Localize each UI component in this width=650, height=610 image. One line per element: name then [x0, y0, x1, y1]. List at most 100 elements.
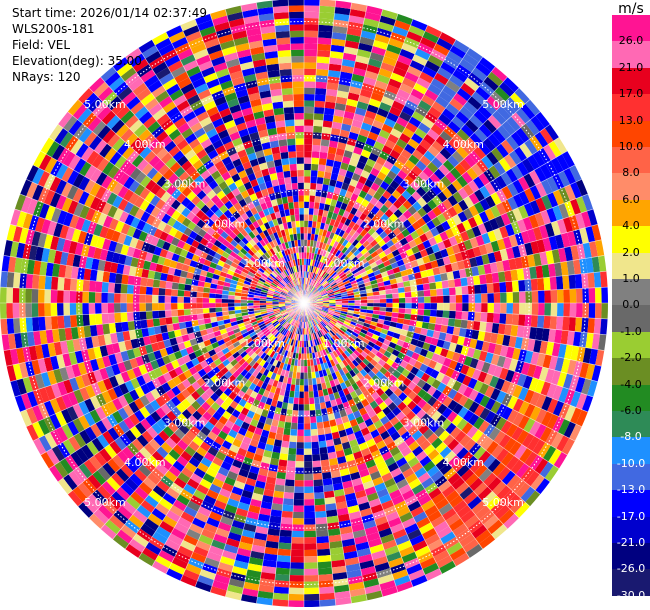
velocity-gate — [307, 227, 312, 234]
velocity-gate — [484, 385, 495, 398]
velocity-gate — [304, 499, 315, 506]
velocity-gate — [448, 359, 458, 370]
velocity-gate — [314, 510, 327, 519]
velocity-gate — [403, 318, 411, 326]
velocity-gate — [339, 273, 347, 279]
velocity-gate — [517, 176, 530, 191]
velocity-gate — [537, 315, 545, 329]
velocity-gate — [456, 464, 470, 478]
velocity-gate — [588, 241, 598, 258]
velocity-gate — [552, 400, 565, 417]
velocity-gate — [319, 5, 336, 14]
velocity-gate — [591, 333, 601, 350]
velocity-gate — [346, 98, 359, 108]
velocity-gate — [330, 271, 337, 278]
velocity-gate — [6, 287, 14, 303]
velocity-gate — [582, 242, 592, 259]
velocity-gate — [327, 69, 341, 78]
velocity-gate — [410, 461, 424, 473]
velocity-gate — [114, 293, 121, 303]
velocity-gate — [315, 317, 320, 324]
velocity-gate — [401, 275, 410, 282]
velocity-gate — [451, 442, 465, 456]
velocity-gate — [328, 279, 335, 285]
velocity-gate — [343, 332, 351, 339]
velocity-gate — [139, 294, 146, 303]
velocity-gate — [484, 410, 496, 424]
velocity-gate — [133, 276, 142, 286]
velocity-gate — [332, 160, 342, 169]
velocity-gate — [438, 502, 453, 516]
velocity-gate — [304, 208, 309, 215]
velocity-gate — [487, 293, 494, 303]
velocity-gate — [556, 154, 570, 171]
velocity-gate — [366, 64, 381, 75]
velocity-gate — [478, 172, 490, 186]
velocity-gate — [514, 360, 525, 374]
velocity-gate — [492, 480, 507, 496]
velocity-gate — [548, 448, 562, 466]
velocity-gate — [69, 303, 77, 316]
velocity-gate — [428, 106, 442, 119]
velocity-gate — [395, 276, 404, 284]
velocity-gate — [274, 484, 285, 492]
velocity-gate — [353, 113, 365, 123]
velocity-gate — [294, 473, 304, 481]
velocity-gate — [326, 267, 332, 274]
velocity-gate — [311, 144, 321, 152]
velocity-gate — [547, 328, 556, 343]
velocity-gate — [340, 291, 348, 296]
velocity-gate — [385, 311, 393, 317]
velocity-gate — [493, 365, 503, 378]
velocity-gate — [514, 444, 528, 460]
velocity-gate — [304, 94, 315, 101]
velocity-gate — [473, 482, 488, 496]
velocity-gate — [165, 281, 173, 290]
velocity-gate — [517, 415, 530, 430]
velocity-gate — [424, 296, 431, 303]
velocity-gate — [483, 373, 494, 386]
velocity-gate — [380, 343, 389, 351]
velocity-gate — [489, 178, 502, 193]
velocity-gate — [502, 259, 511, 272]
velocity-gate — [325, 88, 338, 97]
velocity-gate — [482, 454, 496, 469]
velocity-gate — [426, 385, 437, 397]
velocity-gate — [394, 19, 411, 32]
velocity-gate — [355, 234, 364, 242]
velocity-gate — [320, 290, 327, 295]
velocity-gate — [343, 176, 352, 185]
velocity-gate — [338, 244, 345, 252]
velocity-gate — [202, 297, 210, 303]
velocity-gate — [568, 316, 576, 332]
velocity-gate — [338, 229, 346, 238]
velocity-gate — [538, 290, 545, 303]
velocity-gate — [196, 308, 204, 315]
velocity-gate — [369, 52, 385, 63]
velocity-gate — [31, 303, 39, 318]
velocity-gate — [314, 308, 321, 313]
velocity-gate — [311, 157, 320, 165]
velocity-gate — [417, 388, 427, 399]
velocity-gate — [330, 172, 339, 181]
velocity-gate — [414, 326, 422, 335]
velocity-gate — [326, 313, 333, 318]
velocity-gate — [575, 409, 588, 427]
velocity-gate — [446, 271, 455, 281]
velocity-gate — [539, 426, 553, 443]
velocity-gate — [328, 321, 335, 327]
velocity-gate — [311, 312, 316, 319]
velocity-gate — [333, 334, 340, 341]
velocity-gate — [158, 303, 165, 311]
velocity-gate — [372, 86, 386, 97]
velocity-gate — [477, 371, 488, 383]
velocity-gate — [564, 405, 576, 422]
velocity-gate — [454, 163, 467, 176]
velocity-gate — [278, 459, 288, 467]
velocity-gate — [308, 208, 314, 215]
velocity-gate — [171, 316, 179, 324]
velocity-gate — [383, 160, 394, 171]
velocity-gate — [405, 410, 416, 421]
velocity-gate — [315, 221, 322, 229]
velocity-gate — [422, 166, 434, 178]
